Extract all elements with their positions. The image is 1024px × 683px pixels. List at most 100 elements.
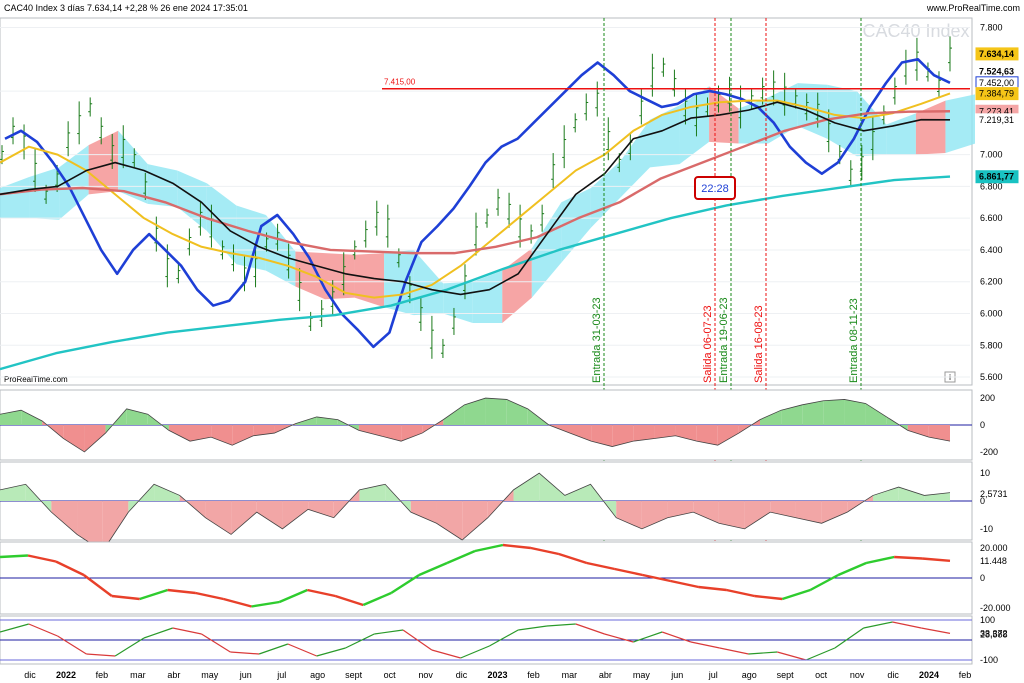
oscillator-segment (143, 627, 173, 639)
x-tick-label: 2022 (56, 670, 76, 680)
oscillator-segment (921, 557, 951, 563)
x-tick-label: may (633, 670, 651, 680)
oscillator-segment (865, 555, 895, 565)
cloud-segment (650, 105, 680, 168)
price-axis: 7.8007.4007.0006.8006.6006.4006.2006.000… (975, 23, 1019, 382)
time-axis: dic 2022 feb mar abr may jun jul ago sept oct nov di… (24, 670, 971, 680)
price-tick-label: 5.800 (980, 340, 1003, 350)
oscillator-fill (928, 425, 950, 442)
oscillator-segment (642, 573, 671, 583)
oscillator-segment (172, 627, 202, 635)
oscillator-segment (111, 594, 140, 601)
oscillator-tick: 11.448 (980, 556, 1007, 566)
brand-link[interactable]: www.ProRealTime.com (926, 3, 1020, 13)
brand-small: ProRealTime.com (4, 375, 68, 384)
oscillator-segment (57, 635, 87, 655)
oscillator-segment (223, 597, 252, 608)
oscillator-tick: -100 (980, 655, 998, 665)
x-tick-label: sept (345, 670, 363, 680)
oscillator-tick: 200 (980, 393, 995, 403)
oscillator-segment (863, 621, 893, 629)
oscillator-fill (0, 410, 22, 425)
x-tick-label: abr (167, 670, 180, 680)
oscillator-segment (316, 647, 346, 657)
oscillator-fill (464, 398, 486, 425)
x-tick-label: dic (24, 670, 36, 680)
oscillator-segment (546, 623, 576, 627)
oscillator-fill (693, 501, 719, 524)
oscillator-fill (358, 425, 380, 436)
oscillator-segment (86, 653, 116, 657)
oscillator-segment (28, 623, 58, 637)
x-tick-label: may (201, 670, 219, 680)
oscillator-segment (139, 588, 169, 601)
grid (0, 27, 970, 378)
x-tick-label: ago (310, 670, 325, 680)
oscillator-segment (809, 573, 839, 592)
price-label-box (975, 87, 1019, 101)
x-tick-label: jun (239, 670, 252, 680)
oscillator-tick: -10 (980, 524, 993, 534)
event-label: Salida 06-07-23 (702, 305, 714, 383)
x-tick-label: abr (599, 670, 612, 680)
oscillator-fill (844, 399, 866, 425)
oscillator-fill (718, 501, 745, 529)
price-tick-label: 6.800 (980, 181, 1003, 191)
oscillator-fill (744, 501, 771, 529)
oscillator-segment (777, 651, 807, 661)
oscillator-fill (539, 473, 565, 501)
oscillator-segment (837, 561, 867, 577)
oscillator-fill (410, 501, 437, 524)
oscillator-segment (258, 643, 289, 655)
oscillator-segment (334, 594, 364, 607)
oscillator-segment (614, 567, 643, 577)
oscillator-segment (530, 546, 560, 556)
oscillator-tick: -200 (980, 447, 998, 457)
oscillator-fill (506, 399, 528, 425)
price-label: 7.384,79 (979, 89, 1014, 99)
oscillator-segment (201, 633, 231, 653)
oscillator-fill (205, 501, 232, 535)
oscillator-fill (190, 425, 212, 442)
oscillator-tick: 0 (980, 420, 985, 430)
oscillator-fill (570, 425, 592, 442)
x-tick-label: 2024 (919, 670, 939, 680)
oscillator-fill (436, 501, 463, 540)
price-label: 7.273,41 (979, 106, 1014, 116)
x-tick-label: feb (959, 670, 972, 680)
oscillator-tick: 100 (980, 615, 995, 625)
oscillator-segment (167, 588, 196, 595)
oscillator-fill (51, 501, 78, 535)
price-label: 7.219,31 (979, 115, 1014, 125)
oscillator-segment (230, 651, 260, 655)
oscillator-fill (84, 425, 106, 452)
x-tick-label: mar (562, 670, 578, 680)
oscillator-tick: 28,588 (980, 629, 1008, 639)
price-label-box (975, 47, 1019, 61)
oscillator-segment (307, 588, 336, 598)
cloud-segment (620, 119, 650, 198)
oscillator-segment (460, 645, 490, 659)
cloud-segment (384, 249, 414, 316)
cloud-segment (827, 84, 857, 157)
oscillator-segment (27, 554, 57, 563)
event-label: Entrada 19-06-23 (718, 297, 730, 383)
oscillator-tick: 2,5731 (980, 489, 1008, 499)
oscillator-fill (717, 425, 739, 446)
cloud-segment (354, 253, 385, 308)
x-tick-label: nov (418, 670, 433, 680)
oscillator-tick: 0 (980, 573, 985, 583)
cloud-segment (0, 176, 30, 219)
x-tick-label: 2023 (487, 670, 507, 680)
x-tick-label: jul (276, 670, 286, 680)
oscillator-segment (345, 633, 375, 649)
cloud-segment (236, 205, 266, 271)
event-label: Salida 16-08-23 (753, 305, 765, 383)
price-label: 6.861,77 (979, 172, 1014, 182)
oscillator-segment (390, 573, 420, 595)
oscillator-fill (401, 425, 423, 442)
oscillator-segment (418, 561, 448, 577)
price-tick-label: 6.200 (980, 277, 1003, 287)
oscillator-segment (558, 552, 588, 565)
